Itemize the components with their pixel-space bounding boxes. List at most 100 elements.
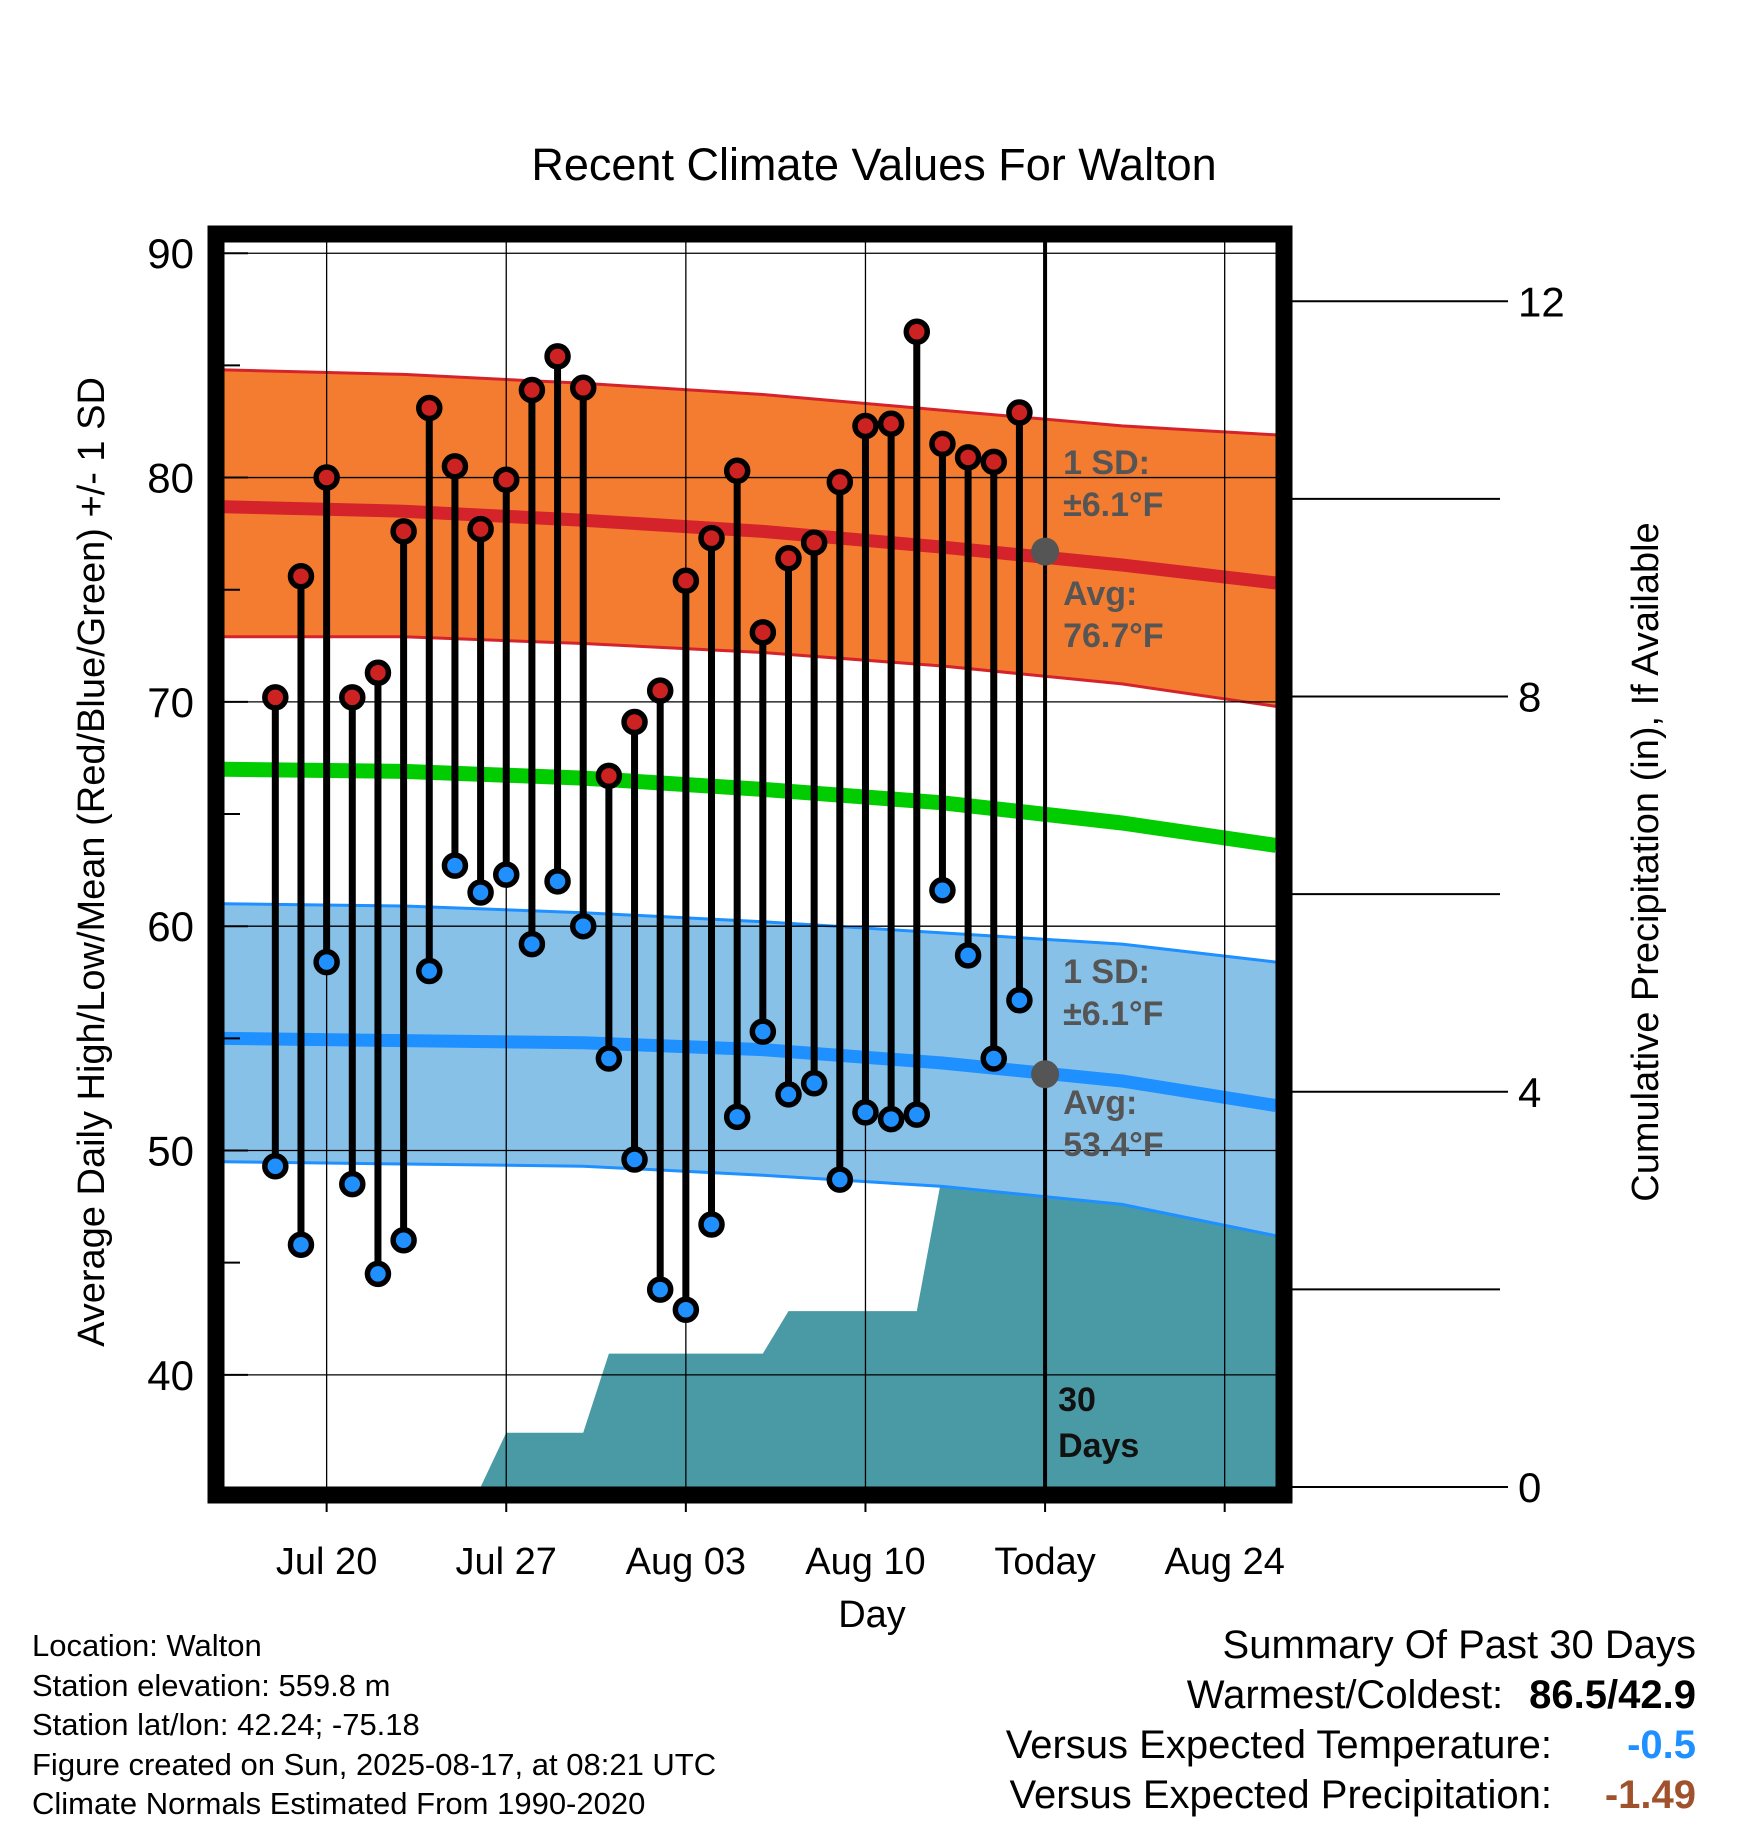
daily-high-point — [852, 412, 879, 440]
daily-low-point — [1006, 986, 1033, 1014]
low-sd-band — [224, 903, 1276, 1236]
daily-high-point — [313, 464, 340, 491]
daily-high-point — [364, 659, 392, 686]
high-avg-label: Avg: — [1063, 575, 1137, 613]
daily-high-point — [416, 394, 443, 422]
daily-high-point — [980, 448, 1008, 476]
x-axis-label: Day — [838, 1594, 906, 1636]
daily-observations — [262, 318, 1033, 1324]
axes: 40 50 60 70 80 90 0 4 8 12 Jul 20 Jul 27 Aug 03 Aug 1… — [147, 225, 1565, 1583]
y2-tick-label: 0 — [1518, 1464, 1541, 1511]
daily-high-point — [749, 619, 777, 646]
x-tick-label: Jul 27 — [456, 1541, 557, 1583]
daily-low-point — [287, 1231, 315, 1258]
daily-low-point — [416, 957, 443, 985]
x-tick-label: Jul 20 — [276, 1541, 377, 1583]
created-text: Figure created on Sun, 2025-08-17, at 08… — [32, 1746, 717, 1782]
elevation-text: Station elevation: 559.8 m — [32, 1667, 391, 1703]
daily-high-point — [672, 567, 700, 594]
temperature-value: -0.5 — [1627, 1723, 1696, 1767]
average-high-line — [223, 500, 1277, 590]
daily-low-point — [262, 1152, 289, 1180]
y-tick-label: 50 — [147, 1128, 194, 1175]
daily-high-point — [518, 376, 546, 404]
daily-high-point — [621, 708, 648, 736]
x-tick-label: Aug 24 — [1164, 1541, 1284, 1583]
daily-low-point — [544, 868, 571, 895]
x-tick-label: Today — [994, 1541, 1095, 1583]
precipitation-value: -1.49 — [1604, 1773, 1696, 1817]
daily-high-point — [390, 518, 417, 545]
daily-low-point — [518, 930, 546, 958]
daily-high-point — [646, 677, 674, 704]
daily-low-point — [313, 948, 340, 976]
y2-tick-label: 8 — [1518, 674, 1541, 721]
daily-high-point — [800, 529, 828, 556]
y-tick-label: 40 — [147, 1352, 194, 1399]
daily-high-point — [954, 444, 982, 471]
daily-low-point — [852, 1099, 879, 1126]
low-sd-value: ±6.1°F — [1063, 995, 1163, 1033]
x-tick-label: Aug 10 — [805, 1541, 925, 1583]
daily-low-point — [826, 1166, 854, 1193]
y2-axis-label: Cumulative Precipitation (in), If Availa… — [1625, 522, 1667, 1201]
plot-frame — [207, 225, 1293, 1504]
daily-low-point — [800, 1069, 828, 1097]
daily-low-point — [749, 1018, 777, 1045]
high-avg-value: 76.7°F — [1063, 617, 1164, 655]
precipitation-area — [480, 1173, 1277, 1487]
low-avg-label: Avg: — [1063, 1084, 1137, 1122]
station-info: Location: Walton Station elevation: 559.… — [32, 1626, 716, 1824]
daily-low-point — [672, 1296, 700, 1324]
low-avg-value: 53.4°F — [1063, 1126, 1164, 1164]
summary-temperature: Versus Expected Temperature: -0.5 — [1006, 1720, 1696, 1770]
low-sd-label: 1 SD: — [1063, 953, 1150, 991]
daily-high-point — [929, 430, 956, 458]
daily-low-point — [621, 1146, 648, 1173]
daily-low-point — [698, 1211, 725, 1238]
y-axis-label: Average Daily High/Low/Mean (Red/Blue/Gr… — [71, 377, 113, 1347]
summary-title: Summary Of Past 30 Days — [1222, 1623, 1696, 1667]
today-avg-high-dot — [1031, 537, 1060, 566]
daily-high-point — [723, 457, 751, 485]
daily-low-point — [595, 1045, 623, 1072]
chart-title: Recent Climate Values For Walton — [531, 139, 1216, 190]
daily-high-point — [339, 684, 366, 711]
window-days-number: 30 — [1058, 1381, 1096, 1419]
cumulative-precipitation-area — [480, 1173, 1277, 1487]
summary-warmest-coldest: Warmest/Coldest: 86.5/42.9 — [1006, 1670, 1696, 1720]
daily-low-point — [339, 1170, 366, 1198]
daily-low-point — [390, 1226, 417, 1254]
daily-high-point — [1006, 399, 1033, 426]
warmest-coldest-label: Warmest/Coldest: — [1186, 1673, 1504, 1717]
annotations: 1 SD: ±6.1°F Avg: 76.7°F 1 SD: ±6.1°F Avg: 53.4… — [1031, 444, 1164, 1465]
daily-high-point — [775, 545, 802, 572]
daily-low-point — [980, 1045, 1008, 1072]
x-tick-label: Aug 03 — [626, 1541, 746, 1583]
summary-precipitation: Versus Expected Precipitation: -1.49 — [1006, 1770, 1696, 1820]
y-tick-label: 70 — [147, 679, 194, 726]
high-sd-band — [224, 369, 1276, 707]
summary-panel: Summary Of Past 30 Days Warmest/Coldest:… — [1006, 1620, 1696, 1820]
y-tick-label: 90 — [147, 230, 194, 277]
daily-high-point — [569, 374, 597, 402]
daily-low-point — [903, 1101, 931, 1128]
daily-low-point — [364, 1260, 392, 1288]
daily-high-point — [287, 562, 315, 590]
daily-low-point — [954, 942, 982, 969]
daily-high-point — [544, 343, 571, 370]
daily-high-point — [595, 762, 623, 790]
daily-low-point — [646, 1276, 674, 1303]
normals-text: Climate Normals Estimated From 1990-2020 — [32, 1786, 646, 1821]
y-tick-label: 80 — [147, 455, 194, 502]
precipitation-label: Versus Expected Precipitation: — [1009, 1773, 1552, 1817]
latlon-text: Station lat/lon: 42.24; -75.18 — [32, 1707, 420, 1742]
daily-high-point — [826, 468, 854, 496]
temperature-label: Versus Expected Temperature: — [1005, 1723, 1552, 1767]
daily-high-point — [492, 466, 520, 494]
daily-low-point — [467, 879, 494, 906]
high-sd-upper-edge — [223, 368, 1277, 437]
daily-low-point — [877, 1105, 905, 1133]
today-avg-low-dot — [1031, 1060, 1060, 1089]
